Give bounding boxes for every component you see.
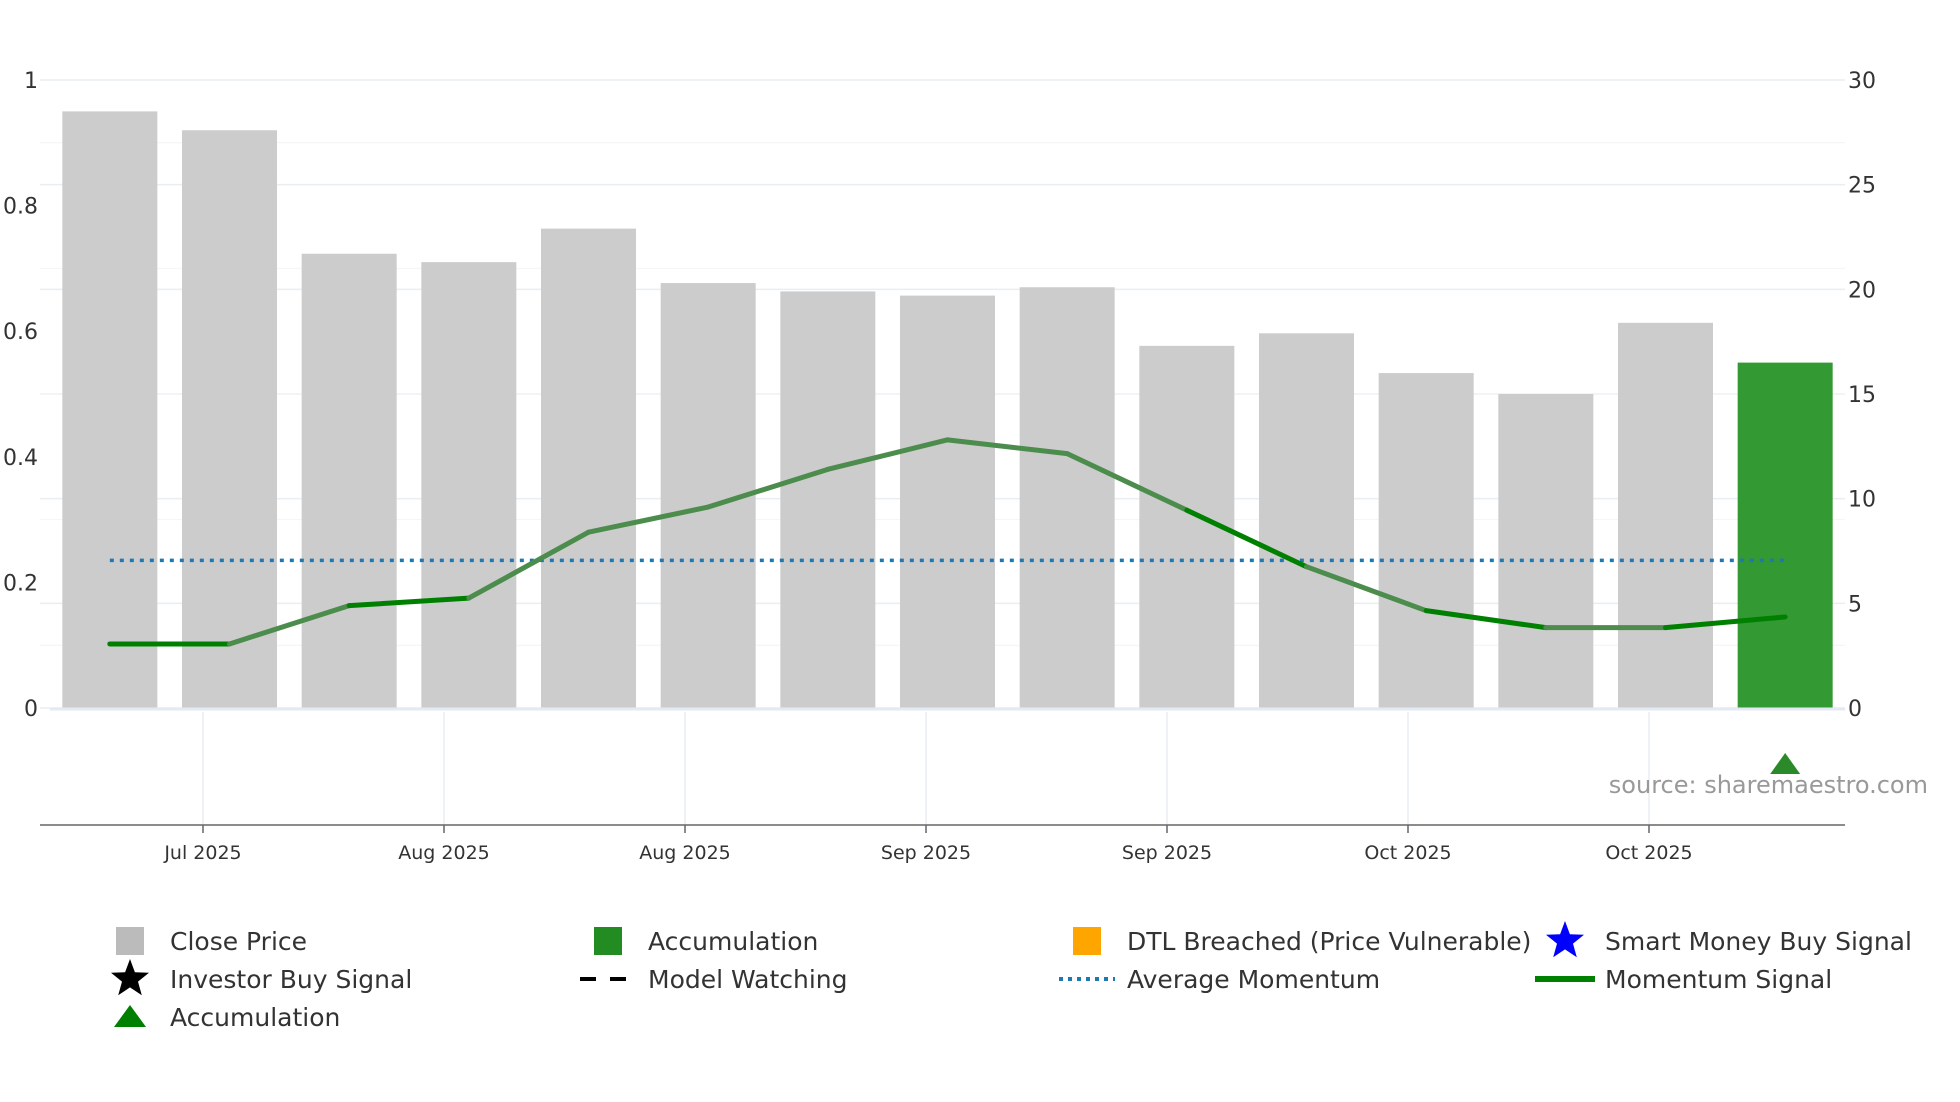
y-right-tick: 25 (1848, 174, 1876, 199)
x-tick-label: Sep 2025 (881, 842, 971, 864)
close-price-bar (62, 111, 158, 708)
x-tick-label: Aug 2025 (398, 842, 490, 864)
close-price-bar (1618, 322, 1713, 708)
momentum-segment (586, 504, 711, 535)
star-icon (111, 959, 149, 996)
axes (40, 707, 1845, 826)
y-axis-left-ticks: 0 0.2 0.4 0.6 0.8 1 (3, 69, 38, 722)
momentum-segment (466, 529, 591, 601)
legend-swatch-icon (1073, 927, 1101, 955)
close-price-bar (1737, 362, 1833, 708)
momentum-segment (227, 603, 352, 647)
legend: Close Price Accumulation DTL Breached (Pri… (111, 921, 1912, 1032)
y-left-tick: 0.6 (3, 320, 38, 345)
close-price-bar (1378, 373, 1474, 708)
close-price-bar (900, 295, 995, 708)
momentum-segment (1663, 614, 1788, 631)
legend-label: Average Momentum (1127, 965, 1380, 994)
momentum-segment (705, 466, 831, 510)
legend-label: Close Price (170, 927, 307, 956)
close-price-bar (301, 253, 397, 708)
x-axis-ticks: Jul 2025 Aug 2025 Aug 2025 Sep 2025 Sep 2025… (163, 825, 1693, 864)
y-right-tick: 0 (1848, 697, 1862, 722)
momentum-segment (346, 595, 472, 609)
legend-item: Close Price (116, 927, 307, 956)
legend-swatch-icon (594, 927, 622, 955)
close-price-bar (421, 262, 517, 708)
legend-item: Average Momentum (1059, 965, 1380, 994)
close-price-bar (1259, 333, 1354, 708)
y-left-tick: 1 (24, 69, 38, 94)
y-right-tick: 30 (1848, 69, 1876, 94)
source-label: source: sharemaestro.com (1609, 771, 1928, 799)
legend-label: Investor Buy Signal (170, 965, 412, 994)
close-price-bar (541, 228, 636, 709)
legend-label: DTL Breached (Price Vulnerable) (1127, 927, 1531, 956)
close-price-bar (780, 291, 876, 708)
legend-label: Momentum Signal (1605, 965, 1832, 994)
close-price-bar (1498, 394, 1594, 708)
legend-item: DTL Breached (Price Vulnerable) (1073, 927, 1531, 956)
close-price-bar (1019, 287, 1115, 708)
legend-label: Accumulation (648, 927, 818, 956)
y-left-tick: 0.2 (3, 571, 38, 596)
momentum-segment (1064, 451, 1190, 513)
y-right-tick: 20 (1848, 278, 1876, 303)
momentum-segment (1184, 507, 1309, 570)
close-price-bars (62, 111, 1833, 709)
momentum-segment (1304, 564, 1429, 614)
y-axis-right-ticks: 0 5 10 15 20 25 30 (1848, 69, 1876, 722)
x-tick-label: Sep 2025 (1122, 842, 1212, 864)
accumulation-marker (1770, 753, 1801, 774)
legend-label: Accumulation (170, 1003, 340, 1032)
legend-item: Accumulation (594, 927, 818, 956)
legend-item: Investor Buy Signal (111, 959, 412, 996)
legend-item: Smart Money Buy Signal (1546, 921, 1912, 958)
legend-item: Momentum Signal (1535, 965, 1832, 994)
x-tick-label: Oct 2025 (1605, 842, 1692, 864)
y-right-tick: 5 (1848, 592, 1862, 617)
momentum-segment (945, 437, 1070, 457)
y-left-tick: 0.8 (3, 195, 38, 220)
momentum-signal-line (107, 437, 1788, 647)
legend-label: Smart Money Buy Signal (1605, 927, 1912, 956)
legend-label: Model Watching (648, 965, 848, 994)
momentum-segment (1423, 608, 1549, 631)
y-right-tick: 15 (1848, 383, 1876, 408)
legend-item: Accumulation (114, 1003, 340, 1032)
triangle-icon (114, 1005, 146, 1027)
legend-item: Model Watching (580, 965, 848, 994)
legend-swatch-icon (116, 927, 144, 955)
x-tick-label: Jul 2025 (163, 842, 241, 864)
x-tick-label: Oct 2025 (1364, 842, 1451, 864)
x-tick-label: Aug 2025 (639, 842, 731, 864)
momentum-segment (825, 437, 950, 472)
close-price-bar (182, 130, 277, 709)
accumulation-markers (1770, 753, 1801, 774)
star-icon (1546, 921, 1584, 958)
y-right-tick: 10 (1848, 488, 1876, 513)
y-left-tick: 0 (24, 697, 38, 722)
y-left-tick: 0.4 (3, 446, 38, 471)
